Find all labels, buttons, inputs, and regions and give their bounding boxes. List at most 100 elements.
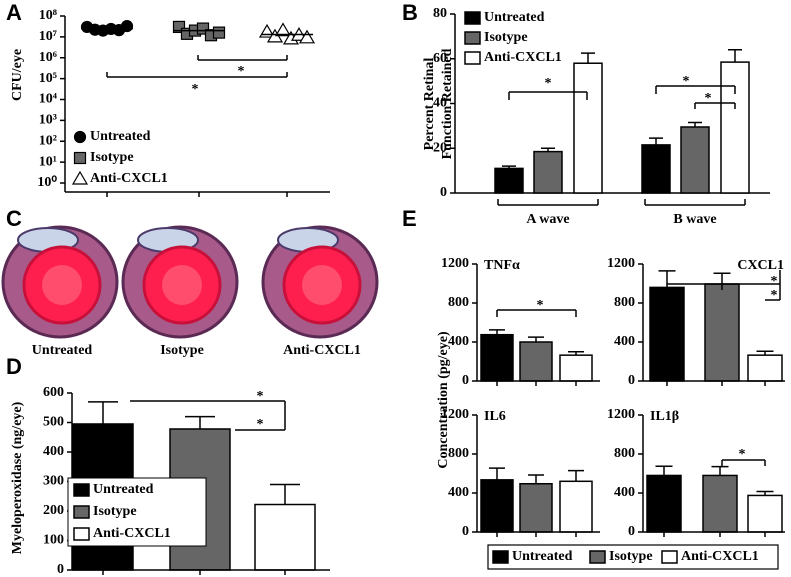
- panel-letter: D: [6, 354, 22, 379]
- bar: [680, 126, 710, 194]
- legend-swatch: [661, 550, 678, 564]
- significance: *: [257, 417, 264, 432]
- significance: *: [771, 288, 778, 303]
- legend-label: Anti-CXCL1: [93, 526, 171, 541]
- bar: [559, 480, 593, 533]
- bar: [720, 61, 750, 194]
- legend-label: Isotype: [484, 30, 528, 45]
- error-bar: [728, 49, 742, 63]
- eye-center: [42, 265, 82, 305]
- panel-letter: A: [6, 0, 22, 25]
- significance: *: [192, 82, 199, 97]
- y-tick-label: 80: [433, 6, 447, 21]
- y-tick-label: 10⁷: [39, 29, 57, 44]
- legend-swatch: [73, 483, 90, 497]
- point: [274, 22, 292, 37]
- y-tick-label: 400: [614, 485, 635, 500]
- y-tick-label: 0: [462, 373, 469, 388]
- error-bar: [502, 165, 516, 169]
- point: [196, 22, 210, 35]
- error-bar: [528, 474, 544, 484]
- panel-letter: B: [402, 0, 418, 25]
- significance: *: [705, 91, 712, 106]
- x-tick-label: B wave: [673, 212, 716, 227]
- legend-swatch: [73, 505, 90, 519]
- y-tick-label: 800: [614, 446, 635, 461]
- bar: [533, 150, 563, 194]
- bar: [480, 333, 514, 382]
- facet-title: IL1β: [650, 409, 679, 424]
- legend-swatch: [464, 51, 481, 65]
- significance: *: [545, 76, 552, 91]
- significance: *: [238, 64, 245, 79]
- y-tick-label: 800: [614, 295, 635, 310]
- bar: [480, 479, 514, 533]
- error-bar: [711, 465, 729, 476]
- y-axis-label: Function Retained: [440, 48, 455, 159]
- eye-center: [162, 265, 202, 305]
- error-bar: [688, 121, 702, 127]
- y-tick-label: 400: [43, 444, 64, 459]
- image-caption: Untreated: [32, 343, 93, 358]
- error-bar: [756, 490, 774, 496]
- x-tick-label: A wave: [526, 212, 569, 227]
- bar: [747, 354, 783, 382]
- y-tick-label: 1200: [607, 407, 635, 422]
- bar: [559, 354, 593, 382]
- error-bar: [489, 329, 505, 335]
- legend-label: Untreated: [484, 10, 545, 25]
- y-tick-label: 800: [448, 446, 469, 461]
- facet-title: TNFα: [484, 258, 520, 273]
- significance: *: [771, 274, 778, 289]
- y-tick-label: 60: [433, 51, 447, 66]
- y-tick-label: 10³: [39, 113, 57, 128]
- y-axis-label: Percent Retinal: [422, 58, 437, 151]
- legend-swatch: [589, 550, 606, 564]
- legend-label: Untreated: [90, 129, 151, 144]
- error-bar: [568, 469, 584, 482]
- bar: [254, 503, 316, 571]
- error-bar: [528, 336, 544, 342]
- y-axis-label: Concentration (pg/eye): [436, 331, 451, 469]
- point: [73, 130, 87, 144]
- y-tick-label: 10¹: [39, 154, 57, 169]
- bar: [702, 474, 738, 533]
- error-bar: [270, 483, 300, 505]
- y-tick-label: 10⁴: [39, 92, 58, 107]
- error-bar: [88, 401, 118, 424]
- error-bar: [649, 137, 663, 145]
- bar: [494, 167, 524, 194]
- significance: *: [683, 74, 690, 89]
- error-bar: [185, 415, 215, 429]
- y-tick-label: 800: [448, 295, 469, 310]
- bar: [747, 494, 783, 533]
- y-tick-label: 400: [448, 334, 469, 349]
- bar: [704, 283, 740, 382]
- legend-box: [487, 544, 779, 570]
- y-tick-label: 40: [433, 96, 447, 111]
- significance: *: [257, 389, 264, 404]
- significance: *: [739, 447, 746, 462]
- y-tick-label: 0: [628, 524, 635, 539]
- facet-title: IL6: [484, 409, 506, 424]
- point: [73, 151, 87, 165]
- y-tick-label: 0: [628, 373, 635, 388]
- bar: [641, 144, 671, 194]
- legend-label: Anti-CXCL1: [484, 50, 562, 65]
- y-tick-label: 1200: [441, 256, 469, 271]
- point: [120, 19, 134, 33]
- point: [172, 20, 186, 34]
- y-tick-label: 400: [614, 334, 635, 349]
- y-axis-label: Myeloperoxidase (ng/eye): [10, 401, 25, 554]
- y-tick-label: 1200: [607, 256, 635, 271]
- bar: [573, 62, 603, 194]
- y-tick-label: 1200: [441, 407, 469, 422]
- significance: *: [537, 298, 544, 313]
- error-bar: [581, 52, 595, 64]
- legend-label: Untreated: [93, 482, 154, 497]
- y-tick-label: 10²: [39, 133, 57, 148]
- legend-swatch: [464, 31, 481, 45]
- legend-label: Isotype: [609, 549, 653, 564]
- y-tick-label: 10⁶: [39, 50, 57, 65]
